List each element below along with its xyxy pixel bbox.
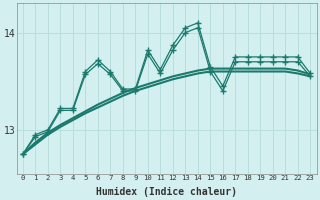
X-axis label: Humidex (Indice chaleur): Humidex (Indice chaleur) — [96, 186, 237, 197]
